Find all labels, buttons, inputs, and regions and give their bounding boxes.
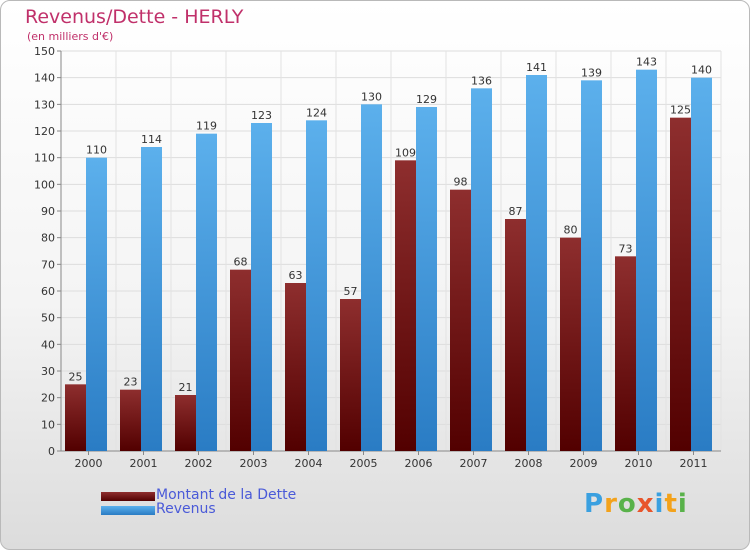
bar-dette [395, 160, 416, 452]
bar-revenus [471, 88, 492, 451]
legend-label-dette: Montant de la Dette [156, 487, 297, 503]
bar-revenus [691, 77, 712, 452]
y-tick-label: 140 [34, 72, 55, 85]
x-tick-label: 2002 [185, 457, 213, 470]
data-label-dette: 63 [289, 269, 303, 282]
bar-revenus [526, 75, 547, 451]
legend-swatch-revenus [101, 506, 155, 515]
y-tick-label: 50 [41, 312, 55, 325]
bar-revenus [636, 69, 657, 452]
bar-revenus [581, 80, 602, 451]
y-tick-label: 70 [41, 258, 55, 271]
x-tick-label: 2009 [570, 457, 598, 470]
y-tick-label: 100 [34, 178, 55, 191]
data-label-revenus: 140 [691, 64, 712, 77]
data-label-revenus: 123 [251, 109, 272, 122]
y-tick-label: 20 [41, 392, 55, 405]
x-tick-label: 2003 [240, 457, 268, 470]
x-tick-label: 2004 [295, 457, 323, 470]
y-tick-label: 130 [34, 98, 55, 111]
bar-dette [505, 219, 526, 451]
data-label-dette: 73 [619, 242, 633, 255]
y-tick-label: 60 [41, 285, 55, 298]
data-label-dette: 80 [564, 224, 578, 237]
bar-revenus [196, 133, 217, 451]
chart-title: Revenus/Dette - HERLY [25, 6, 244, 28]
data-label-dette: 21 [179, 381, 193, 394]
y-tick-label: 150 [34, 45, 55, 58]
y-tick-label: 110 [34, 152, 55, 165]
data-label-revenus: 130 [361, 90, 382, 103]
bar-revenus [306, 120, 327, 451]
bar-dette [175, 395, 196, 451]
grid-lines [60, 50, 722, 452]
data-label-dette: 23 [124, 376, 138, 389]
data-label-revenus: 141 [526, 61, 547, 74]
data-label-dette: 68 [234, 256, 248, 269]
data-label-revenus: 129 [416, 93, 437, 106]
data-label-dette: 57 [344, 285, 358, 298]
bar-revenus [141, 147, 162, 451]
chart-subtitle: (en milliers d'€) [27, 30, 114, 43]
data-label-revenus: 124 [306, 106, 327, 119]
x-tick-label: 2011 [680, 457, 708, 470]
labels: 25 110 23 114 21 119 68 123 63 124 57 130 109 129 98 13… [69, 56, 713, 394]
bar-dette [230, 269, 251, 451]
axes: 0 10 20 30 40 50 60 70 80 90 100 110 120 130 140 150 200… [34, 45, 721, 470]
x-tick-label: 2007 [460, 457, 488, 470]
data-label-dette: 98 [454, 176, 468, 189]
bar-dette [615, 256, 636, 451]
x-tick-label: 2006 [405, 457, 433, 470]
data-label-revenus: 119 [196, 120, 217, 133]
bar-dette [450, 189, 471, 451]
bar-revenus [251, 123, 272, 451]
y-tick-label: 0 [48, 445, 55, 458]
data-label-dette: 109 [395, 146, 416, 159]
y-tick-label: 40 [41, 338, 55, 351]
y-tick-label: 120 [34, 125, 55, 138]
x-tick-label: 2010 [625, 457, 653, 470]
bar-dette [120, 389, 141, 451]
bar-revenus [416, 107, 437, 451]
legend-label-revenus: Revenus [156, 501, 216, 517]
proxiti-logo: Proxiti [584, 489, 688, 519]
bar-dette [340, 299, 361, 451]
data-label-revenus: 143 [636, 56, 657, 69]
bar-dette [670, 117, 691, 452]
y-tick-label: 90 [41, 205, 55, 218]
bar-dette [285, 283, 306, 451]
data-label-revenus: 139 [581, 66, 602, 79]
x-tick-label: 2001 [130, 457, 158, 470]
y-tick-label: 80 [41, 232, 55, 245]
bar-revenus [86, 157, 107, 451]
data-label-dette: 25 [69, 370, 83, 383]
data-label-revenus: 136 [471, 74, 492, 87]
bar-revenus [361, 104, 382, 451]
data-label-dette: 87 [509, 205, 523, 218]
bars [65, 69, 712, 452]
x-tick-label: 2005 [350, 457, 378, 470]
x-tick-label: 2008 [515, 457, 543, 470]
y-tick-label: 10 [41, 418, 55, 431]
bar-dette [560, 237, 581, 451]
y-tick-label: 30 [41, 365, 55, 378]
data-label-revenus: 114 [141, 133, 162, 146]
legend-swatch-dette [101, 492, 155, 501]
bar-dette [65, 384, 86, 451]
data-label-revenus: 110 [86, 144, 107, 157]
x-tick-label: 2000 [75, 457, 103, 470]
data-label-dette: 125 [670, 104, 691, 117]
